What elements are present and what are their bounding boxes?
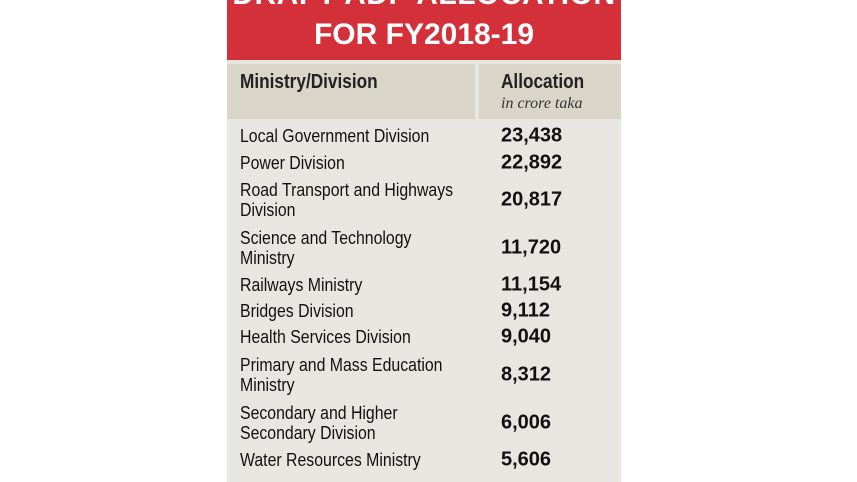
allocation-value: 8,312 <box>501 363 552 385</box>
table-row: Bridges Division 9,112 <box>227 299 621 325</box>
ministry-name: Secondary and Higher Secondary Division <box>240 402 398 443</box>
ministry-cell: Road Transport and Highways Division <box>227 177 475 222</box>
allocation-table-card: DRAFT ADP ALLOCATION FOR FY2018-19 Minis… <box>227 0 621 482</box>
ministry-name: Road Transport and Highways Division <box>240 179 454 220</box>
table-row: Local Government Division 23,438 <box>227 124 621 151</box>
allocation-value: 22,892 <box>501 151 563 173</box>
allocation-cell: 8,312 <box>479 352 621 397</box>
allocation-cell: 5,606 <box>479 448 621 472</box>
table-row: Water Resources Ministry 5,606 <box>227 448 621 475</box>
ministry-cell: Railways Ministry <box>227 273 475 296</box>
allocation-cell: 23,438 <box>479 124 621 148</box>
ministry-name: Water Resources Ministry <box>240 450 421 470</box>
ministry-name: Railways Ministry <box>240 274 363 295</box>
header-unit-label: in crore taka <box>501 95 583 112</box>
allocation-value: 11,720 <box>501 236 562 258</box>
header-ministry-cell: Ministry/Division <box>227 64 475 119</box>
allocation-value: 20,817 <box>501 188 563 210</box>
allocation-cell: 20,817 <box>479 177 621 222</box>
ministry-name: Power Division <box>240 152 345 173</box>
header-allocation-label: Allocation <box>501 71 585 93</box>
title-line-1: DRAFT ADP ALLOCATION <box>227 0 621 12</box>
table-row: Secondary and Higher Secondary Division 6… <box>227 400 621 448</box>
allocation-cell: 11,720 <box>479 225 621 270</box>
allocation-cell: 22,892 <box>479 151 621 174</box>
ministry-name: Science and Technology Ministry <box>240 227 412 268</box>
ministry-cell: Power Division <box>227 151 475 174</box>
ministry-cell: Secondary and Higher Secondary Division <box>227 400 475 445</box>
allocation-value: 11,154 <box>501 273 562 295</box>
ministry-name: Primary and Mass Education Ministry <box>240 354 443 395</box>
allocation-cell: 6,006 <box>479 400 621 445</box>
ministry-cell: Water Resources Ministry <box>227 448 475 472</box>
ministry-name: Local Government Division <box>240 126 430 146</box>
table-row: Science and Technology Ministry 11,720 <box>227 225 621 273</box>
title-line-2: FOR FY2018-19 <box>313 18 535 51</box>
ministry-cell: Local Government Division <box>227 124 475 148</box>
ministry-cell: Bridges Division <box>227 299 475 322</box>
allocation-cell: 11,154 <box>479 273 621 296</box>
allocation-value: 23,438 <box>501 124 563 147</box>
allocation-value: 9,040 <box>501 325 552 348</box>
table-row: Health Services Division 9,040 <box>227 325 621 352</box>
table-row: Power Division 22,892 <box>227 151 621 177</box>
table-row: Road Transport and Highways Division 20,8… <box>227 177 621 225</box>
table-row: Railways Ministry 11,154 <box>227 273 621 299</box>
allocation-value: 9,112 <box>501 299 550 321</box>
header-ministry-label: Ministry/Division <box>240 71 378 93</box>
ministry-name: Bridges Division <box>240 300 354 321</box>
table-row: Primary and Mass Education Ministry 8,312 <box>227 352 621 400</box>
allocation-value: 6,006 <box>501 411 552 433</box>
ministry-cell: Science and Technology Ministry <box>227 225 475 270</box>
ministry-cell: Health Services Division <box>227 325 475 349</box>
header-allocation-cell: Allocation in crore taka <box>479 64 621 119</box>
ministry-cell: Primary and Mass Education Ministry <box>227 352 475 397</box>
allocation-cell: 9,112 <box>479 299 621 322</box>
allocation-value: 5,606 <box>501 448 552 471</box>
allocation-cell: 9,040 <box>479 325 621 349</box>
table-body: Local Government Division 23,438 Power Div… <box>227 124 621 475</box>
title-banner: DRAFT ADP ALLOCATION FOR FY2018-19 <box>227 0 621 60</box>
ministry-name: Health Services Division <box>240 327 411 347</box>
